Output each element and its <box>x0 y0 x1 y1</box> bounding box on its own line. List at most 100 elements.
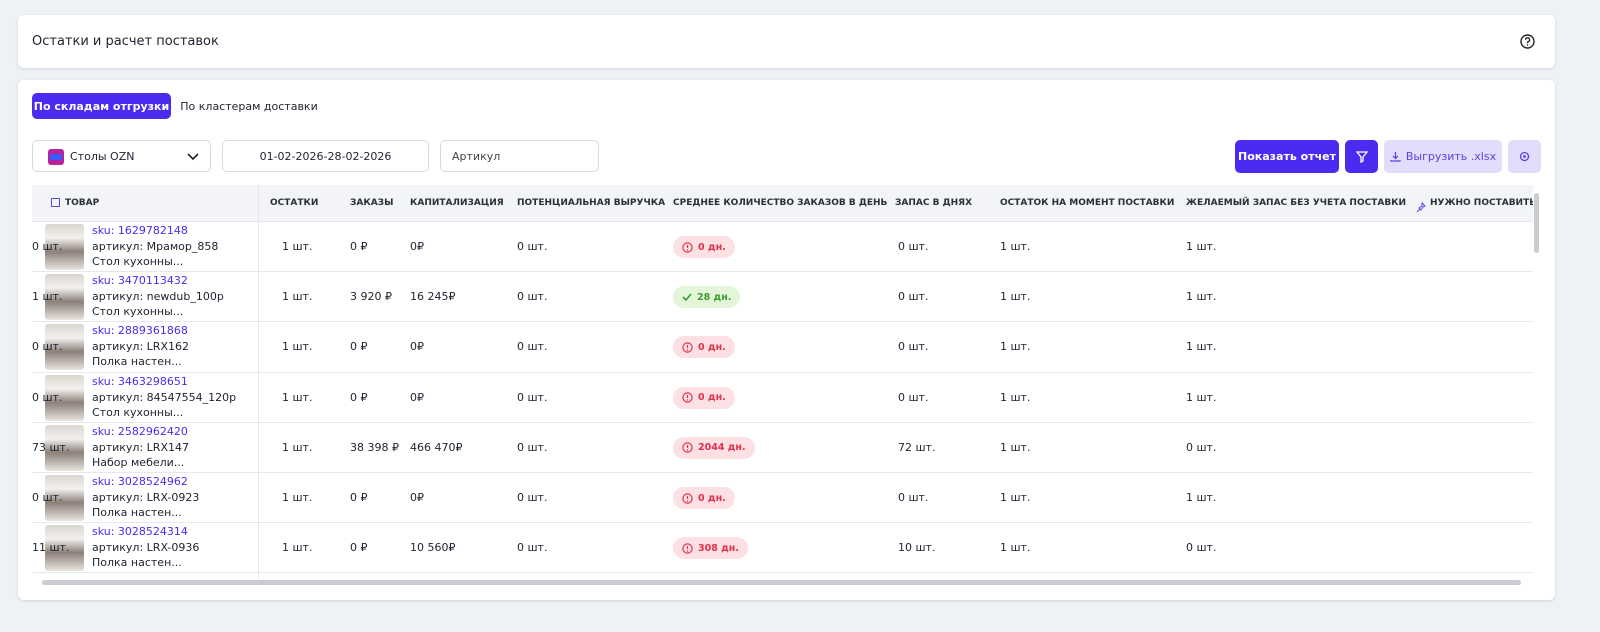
table-cell: 0 ₽ <box>350 240 368 253</box>
table-cell: 1 шт. <box>1186 290 1217 304</box>
placeholder: Артикул <box>452 149 501 163</box>
export-button[interactable]: Выгрузить .xlsx <box>1384 140 1502 173</box>
table-cell: 3 920 ₽ <box>350 290 392 304</box>
table-cell: 1 шт. <box>1000 541 1031 555</box>
product-image <box>45 224 84 270</box>
tab[interactable]: По кластерам доставки <box>180 99 318 113</box>
product-image <box>45 424 84 471</box>
sku-link[interactable]: sku: 3470113432 <box>92 274 188 288</box>
stock-days: 0 дн. <box>698 341 726 353</box>
table-cell: 11 шт. <box>32 541 70 555</box>
table-cell: 1 шт. <box>1186 340 1217 354</box>
stock-days-badge: 308 дн. <box>673 537 748 560</box>
column-header: ЗАПАС В ДНЯХ <box>895 198 973 208</box>
table-cell: 0 ₽ <box>350 491 368 504</box>
table-cell: 0 шт. <box>32 240 63 253</box>
horizontal-scrollbar[interactable] <box>42 580 1521 585</box>
table-cell: 1 шт. <box>32 290 63 304</box>
table-cell: 0₽ <box>410 240 424 253</box>
table-cell: 0 шт. <box>517 240 548 253</box>
vertical-scrollbar[interactable] <box>1534 193 1539 253</box>
table-cell: 10 шт. <box>898 541 936 555</box>
help-icon[interactable] <box>1520 34 1535 49</box>
stock-days: 0 дн. <box>698 241 726 253</box>
sku-link[interactable]: sku: 3028524314 <box>92 525 188 539</box>
column-header: ОСТАТКИ <box>270 198 319 208</box>
table-cell: 1 шт. <box>282 440 313 454</box>
article-input[interactable]: Артикул <box>440 140 599 172</box>
table-row: sku: 3463298651 артикул: 84547554_120p Сто… <box>32 373 1533 423</box>
table-cell: 1 шт. <box>282 491 313 504</box>
sku-link[interactable]: sku: 3463298651 <box>92 374 188 388</box>
table-cell: 0₽ <box>410 491 424 504</box>
sku-link[interactable]: sku: 1629782148 <box>92 224 188 237</box>
sticky-divider <box>258 185 259 578</box>
table-cell: 0 шт. <box>32 340 63 354</box>
store-select[interactable]: Столы OZN <box>32 140 211 172</box>
article: артикул: LRX-0923 <box>92 491 200 504</box>
export-label: Выгрузить .xlsx <box>1405 150 1497 163</box>
sku-link[interactable]: sku: 3028524962 <box>92 475 188 488</box>
tab[interactable]: По складам отгрузки <box>32 93 171 119</box>
column-header: СРЕДНЕЕ КОЛИЧЕСТВО ЗАКАЗОВ В ДЕНЬ <box>673 198 888 208</box>
stock-days-badge: 0 дн. <box>673 386 735 409</box>
chevron <box>187 153 199 161</box>
article: артикул: newdub_100p <box>92 290 224 304</box>
table-cell: 1 шт. <box>282 541 313 555</box>
product-image <box>45 274 84 321</box>
header-card: Остатки и расчет поставок <box>18 15 1555 68</box>
table-cell: 466 470₽ <box>410 440 463 454</box>
stock-days: 2044 дн. <box>698 442 746 454</box>
column-header: НУЖНО ПОСТАВИТЬ <box>1430 198 1533 208</box>
table-cell: 0 шт. <box>898 340 929 354</box>
table-cell: 0 шт. <box>898 390 929 404</box>
date-range-text: 01-02-2026-28-02-2026 <box>259 149 392 163</box>
table-cell: 1 шт. <box>1000 491 1031 504</box>
table-cell: 1 шт. <box>1000 390 1031 404</box>
table-cell: 1 шт. <box>1000 440 1031 454</box>
stock-days-badge: 0 дн. <box>673 336 735 359</box>
product-name: Стол кухонны... <box>92 305 184 319</box>
store-logo <box>48 149 64 165</box>
article: артикул: LRX147 <box>92 440 189 454</box>
column-header: ТОВАР <box>65 198 100 208</box>
table-cell: 1 шт. <box>1000 240 1031 253</box>
column-header: ЖЕЛАЕМЫЙ ЗАПАС БЕЗ УЧЕТА ПОСТАВКИ <box>1186 198 1407 208</box>
stock-days-badge: 2044 дн. <box>673 436 755 459</box>
stock-days: 0 дн. <box>698 492 726 504</box>
table-cell: 1 шт. <box>1000 340 1031 354</box>
article: артикул: Мрамор_858 <box>92 240 219 253</box>
table-cell: 0₽ <box>410 390 424 404</box>
table-cell: 0 ₽ <box>350 541 368 555</box>
product-name: Стол кухонны... <box>92 405 184 419</box>
date-range[interactable]: 01-02-2026-28-02-2026 <box>222 140 429 172</box>
product-name: Полка настен... <box>92 506 182 519</box>
stock-days: 308 дн. <box>698 542 739 554</box>
page-title: Остатки и расчет поставок <box>32 34 219 49</box>
download-icon <box>1390 152 1401 162</box>
product-name: Полка настен... <box>92 556 182 570</box>
table-row: sku: 1629782148 артикул: Мрамор_858 Стол к… <box>32 222 1533 273</box>
stock-days-badge: 0 дн. <box>673 236 735 258</box>
table-cell: 72 шт. <box>898 440 936 454</box>
show-report-button[interactable]: Показать отчет <box>1235 140 1339 173</box>
stock-days: 28 дн. <box>697 291 732 303</box>
product-image <box>45 475 84 521</box>
column-header: ПОТЕНЦИАЛЬНАЯ ВЫРУЧКА <box>517 198 666 208</box>
sku-link[interactable]: sku: 2889361868 <box>92 324 188 338</box>
product-image <box>45 324 84 371</box>
filter-button[interactable] <box>1345 140 1378 173</box>
table-cell: 0 шт. <box>1186 541 1217 555</box>
product-image <box>45 525 84 572</box>
settings-button[interactable] <box>1508 140 1541 173</box>
article: артикул: LRX162 <box>92 340 189 354</box>
sku-link[interactable]: sku: 2582962420 <box>92 424 188 438</box>
table-cell: 0 шт. <box>898 240 929 253</box>
table-cell: 0 шт. <box>1186 440 1217 454</box>
product-image <box>45 374 84 421</box>
table-row: sku: 3028524962 артикул: LRX-0923 Полка на… <box>32 473 1533 524</box>
table-cell: 0 шт. <box>517 491 548 504</box>
main-card: По складам отгрузки По кластерам доставк… <box>18 80 1555 600</box>
column-header: КАПИТАЛИЗАЦИЯ <box>410 198 504 208</box>
